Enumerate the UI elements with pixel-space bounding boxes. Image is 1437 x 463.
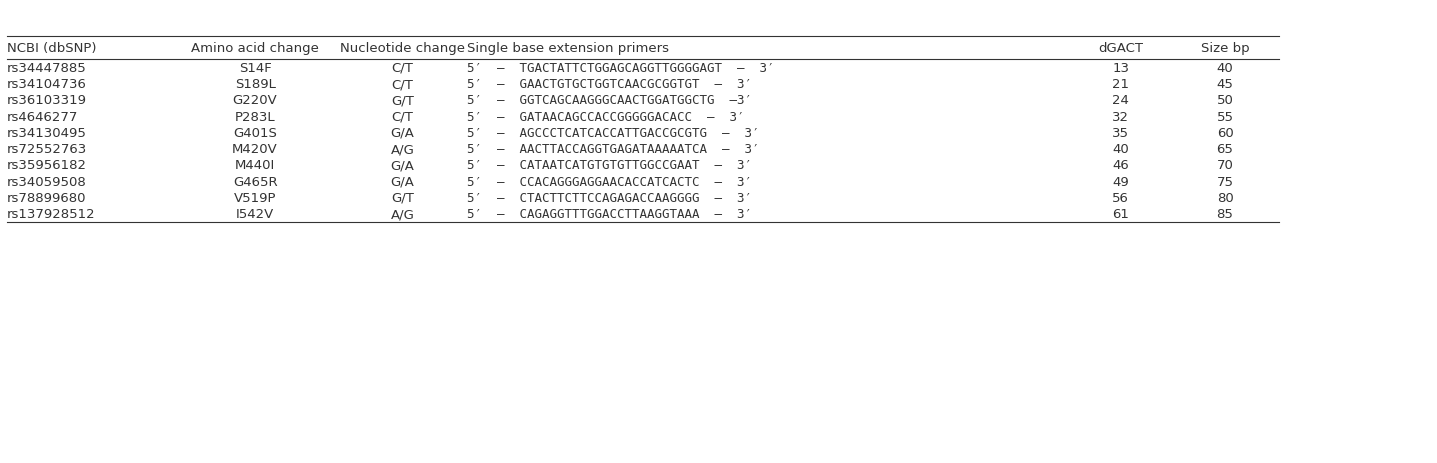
Text: C/T: C/T [391, 110, 414, 124]
Text: 32: 32 [1112, 110, 1129, 124]
Text: Nucleotide change: Nucleotide change [341, 42, 464, 55]
Text: G/A: G/A [391, 126, 414, 140]
Text: 49: 49 [1112, 175, 1129, 188]
Text: I542V: I542V [236, 207, 274, 221]
Text: 65: 65 [1217, 143, 1233, 156]
Text: rs4646277: rs4646277 [7, 110, 79, 124]
Text: 35: 35 [1112, 126, 1129, 140]
Text: 5′  –  CCACAGGGAGGAACACCATCACTC  –  3′: 5′ – CCACAGGGAGGAACACCATCACTC – 3′ [467, 175, 752, 188]
Text: rs34130495: rs34130495 [7, 126, 88, 140]
Text: 85: 85 [1217, 207, 1233, 221]
Text: Single base extension primers: Single base extension primers [467, 42, 670, 55]
Text: 5′  –  AACTTACCAGGTGAGATAAAAATCA  –  3′: 5′ – AACTTACCAGGTGAGATAAAAATCA – 3′ [467, 143, 760, 156]
Text: rs34059508: rs34059508 [7, 175, 86, 188]
Text: Size bp: Size bp [1201, 42, 1249, 55]
Text: A/G: A/G [391, 143, 414, 156]
Text: C/T: C/T [391, 62, 414, 75]
Text: rs137928512: rs137928512 [7, 207, 96, 221]
Text: rs35956182: rs35956182 [7, 159, 88, 172]
Text: 70: 70 [1217, 159, 1233, 172]
Text: G220V: G220V [233, 94, 277, 107]
Text: 50: 50 [1217, 94, 1233, 107]
Text: 60: 60 [1217, 126, 1233, 140]
Text: rs34447885: rs34447885 [7, 62, 86, 75]
Text: P283L: P283L [234, 110, 276, 124]
Text: M440I: M440I [234, 159, 276, 172]
Text: C/T: C/T [391, 78, 414, 91]
Text: 61: 61 [1112, 207, 1129, 221]
Text: 24: 24 [1112, 94, 1129, 107]
Text: NCBI (dbSNP): NCBI (dbSNP) [7, 42, 96, 55]
Text: 5′  –  TGACTATTCTGGAGCAGGTTGGGGAGT  –  3′: 5′ – TGACTATTCTGGAGCAGGTTGGGGAGT – 3′ [467, 62, 775, 75]
Text: 5′  –  GAACTGTGCTGGTCAACGCGGTGT  –  3′: 5′ – GAACTGTGCTGGTCAACGCGGTGT – 3′ [467, 78, 752, 91]
Text: A/G: A/G [391, 207, 414, 221]
Text: 40: 40 [1112, 143, 1129, 156]
Text: 5′  –  AGCCCTCATCACCATTGACCGCGTG  –  3′: 5′ – AGCCCTCATCACCATTGACCGCGTG – 3′ [467, 126, 760, 140]
Text: S14F: S14F [239, 62, 272, 75]
Text: 45: 45 [1217, 78, 1233, 91]
Text: 5′  –  GGTCAGCAAGGGCAACTGGATGGCTG  –3′: 5′ – GGTCAGCAAGGGCAACTGGATGGCTG –3′ [467, 94, 752, 107]
Text: 75: 75 [1217, 175, 1233, 188]
Text: rs36103319: rs36103319 [7, 94, 88, 107]
Text: 5′  –  CATAATCATGTGTGTTGGCCGAAT  –  3′: 5′ – CATAATCATGTGTGTTGGCCGAAT – 3′ [467, 159, 752, 172]
Text: S189L: S189L [234, 78, 276, 91]
Text: rs72552763: rs72552763 [7, 143, 88, 156]
Text: 13: 13 [1112, 62, 1129, 75]
Text: Amino acid change: Amino acid change [191, 42, 319, 55]
Text: 5′  –  GATAACAGCCACCGGGGGACACC  –  3′: 5′ – GATAACAGCCACCGGGGGACACC – 3′ [467, 110, 744, 124]
Text: G/T: G/T [391, 191, 414, 205]
Text: rs34104736: rs34104736 [7, 78, 88, 91]
Text: rs78899680: rs78899680 [7, 191, 86, 205]
Text: 5′  –  CAGAGGTTTGGACCTTAAGGTAAA  –  3′: 5′ – CAGAGGTTTGGACCTTAAGGTAAA – 3′ [467, 207, 752, 221]
Text: 46: 46 [1112, 159, 1129, 172]
Text: 80: 80 [1217, 191, 1233, 205]
Text: 21: 21 [1112, 78, 1129, 91]
Text: G/A: G/A [391, 175, 414, 188]
Text: G465R: G465R [233, 175, 277, 188]
Text: G401S: G401S [233, 126, 277, 140]
Text: 56: 56 [1112, 191, 1129, 205]
Text: 5′  –  CTACTTCTTCCAGAGACCAAGGGG  –  3′: 5′ – CTACTTCTTCCAGAGACCAAGGGG – 3′ [467, 191, 752, 205]
Text: 40: 40 [1217, 62, 1233, 75]
Text: M420V: M420V [233, 143, 277, 156]
Text: V519P: V519P [234, 191, 276, 205]
Text: 55: 55 [1217, 110, 1233, 124]
Text: dGACT: dGACT [1098, 42, 1144, 55]
Text: G/T: G/T [391, 94, 414, 107]
Text: G/A: G/A [391, 159, 414, 172]
